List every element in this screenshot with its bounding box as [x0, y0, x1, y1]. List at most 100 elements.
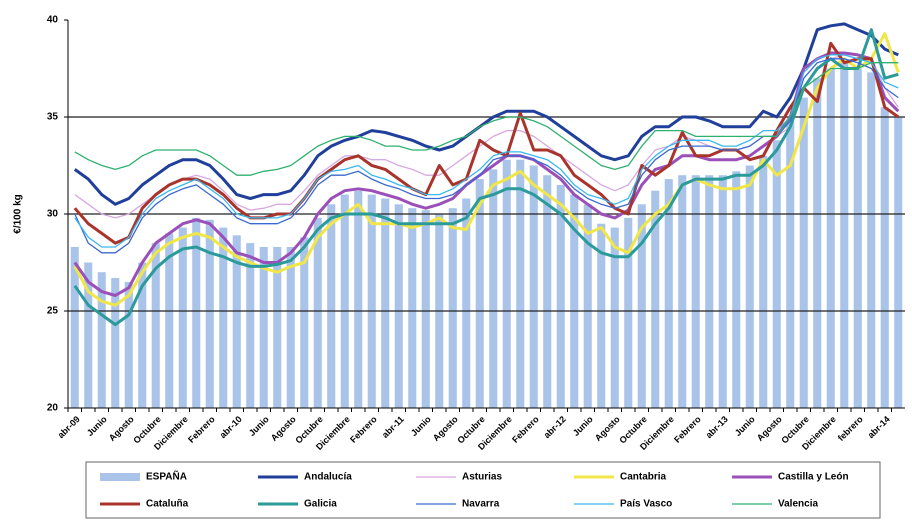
x-tick-label: abr-13 [704, 414, 730, 440]
bar [597, 223, 606, 408]
bar [583, 204, 592, 408]
bar [691, 175, 700, 408]
bar [826, 68, 835, 408]
legend-label: País Vasco [620, 499, 672, 510]
bar [867, 72, 876, 408]
bar [165, 233, 174, 408]
x-tick-label: Febrero [186, 414, 217, 445]
legend-label: Cataluña [146, 499, 189, 510]
line [74, 62, 899, 176]
legend-box [85, 461, 881, 519]
bar [381, 198, 390, 408]
bar [853, 68, 862, 408]
legend-label: Asturias [462, 472, 502, 483]
bar [273, 246, 282, 408]
legend-label: Cantabria [620, 472, 667, 483]
x-tick-label: Junio [247, 414, 271, 438]
bar [678, 175, 687, 408]
legend-label: Castilla y León [778, 472, 849, 483]
bar [772, 140, 781, 408]
bar [84, 262, 93, 408]
bar [70, 246, 79, 408]
y-tick-label: 35 [47, 112, 59, 123]
bar [718, 175, 727, 408]
bar [219, 227, 228, 408]
y-tick-label: 40 [47, 15, 59, 26]
bar [705, 175, 714, 408]
bar [246, 243, 255, 408]
bar [732, 171, 741, 408]
bar [178, 227, 187, 408]
bar [543, 175, 552, 408]
bar [880, 107, 889, 409]
x-tick-label: abr-12 [542, 414, 568, 440]
x-tick-label: Junio [409, 414, 433, 438]
bar [556, 184, 565, 408]
bar [759, 155, 768, 408]
legend-label: Galicia [304, 499, 337, 510]
legend-swatch [100, 473, 140, 481]
bar [651, 190, 660, 408]
bar [232, 235, 241, 408]
bar [786, 120, 795, 408]
line [74, 58, 899, 254]
legend-label: ESPAÑA [146, 470, 187, 483]
bar [408, 208, 417, 408]
bar [340, 194, 349, 408]
line [73, 32, 900, 307]
line [73, 28, 899, 327]
y-tick-label: 30 [47, 209, 59, 220]
bar [448, 208, 457, 408]
bar [111, 278, 120, 408]
bar [97, 272, 106, 408]
bar [394, 204, 403, 408]
bar [516, 159, 525, 408]
bar [205, 219, 214, 408]
bar [637, 204, 646, 408]
bar [799, 97, 808, 408]
line [73, 51, 900, 297]
x-tick-label: abr-11 [380, 414, 406, 440]
bar [300, 237, 309, 408]
x-tick-label: Febrero [672, 414, 703, 445]
y-axis-label: €/100 kg [13, 194, 24, 233]
legend-label: Andalucía [304, 472, 352, 483]
bar [313, 217, 322, 408]
line [73, 41, 900, 245]
bar [529, 165, 538, 408]
bar [327, 204, 336, 408]
y-tick-label: 25 [47, 306, 59, 317]
bar [502, 159, 511, 408]
y-tick-label: 20 [47, 403, 59, 414]
bar [259, 246, 268, 408]
bar [462, 198, 471, 408]
bar [610, 227, 619, 408]
x-tick-label: febrero [836, 414, 865, 443]
bar [894, 117, 903, 408]
legend-label: Valencia [778, 499, 818, 510]
x-tick-label: abr-10 [218, 414, 244, 440]
line [74, 54, 899, 248]
bar [475, 179, 484, 408]
bar [813, 78, 822, 408]
x-tick-label: Febrero [510, 414, 541, 445]
x-tick-label: Junio [733, 414, 757, 438]
x-tick-label: Junio [85, 414, 109, 438]
bar [192, 217, 201, 408]
bar [151, 243, 160, 408]
bar [286, 246, 295, 408]
bar [421, 210, 430, 408]
bar [664, 179, 673, 408]
bar [489, 169, 498, 408]
line [73, 22, 899, 206]
x-tick-label: abr-14 [866, 414, 892, 440]
x-tick-label: Febrero [348, 414, 379, 445]
bar [840, 62, 849, 409]
bar [570, 194, 579, 408]
bar [367, 194, 376, 408]
bar [624, 217, 633, 408]
bar [354, 190, 363, 408]
bar [124, 281, 133, 408]
